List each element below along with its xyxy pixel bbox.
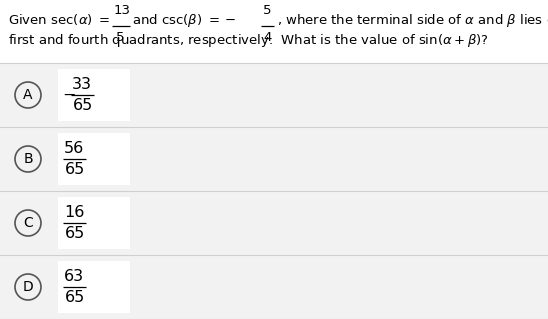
FancyBboxPatch shape	[58, 261, 130, 313]
FancyBboxPatch shape	[58, 69, 130, 121]
Text: 33: 33	[72, 77, 92, 92]
Text: , where the terminal side of $\alpha$ and $\beta$ lies on the: , where the terminal side of $\alpha$ an…	[277, 12, 548, 29]
Text: C: C	[23, 216, 33, 230]
Text: 63: 63	[64, 269, 84, 284]
FancyBboxPatch shape	[0, 191, 548, 255]
Text: and csc($\beta$) $= -$: and csc($\beta$) $= -$	[132, 12, 236, 29]
Text: 65: 65	[65, 290, 85, 305]
Text: 13: 13	[114, 4, 131, 17]
FancyBboxPatch shape	[58, 197, 130, 249]
Text: 5: 5	[116, 31, 124, 44]
Text: 65: 65	[73, 98, 93, 113]
Text: 4: 4	[263, 31, 271, 44]
Text: D: D	[22, 280, 33, 294]
Text: first and fourth quadrants, respectively.  What is the value of sin($\alpha + \b: first and fourth quadrants, respectively…	[8, 32, 489, 49]
Text: 65: 65	[65, 162, 85, 177]
FancyBboxPatch shape	[0, 127, 548, 191]
Text: A: A	[23, 88, 33, 102]
FancyBboxPatch shape	[0, 255, 548, 319]
Text: Given sec($\alpha$) $=$: Given sec($\alpha$) $=$	[8, 12, 110, 27]
Text: 5: 5	[263, 4, 271, 17]
Text: B: B	[23, 152, 33, 166]
Text: −: −	[62, 87, 76, 102]
Text: 56: 56	[64, 141, 84, 156]
Text: 16: 16	[64, 205, 84, 220]
Text: 65: 65	[65, 226, 85, 241]
FancyBboxPatch shape	[0, 63, 548, 127]
FancyBboxPatch shape	[58, 133, 130, 185]
